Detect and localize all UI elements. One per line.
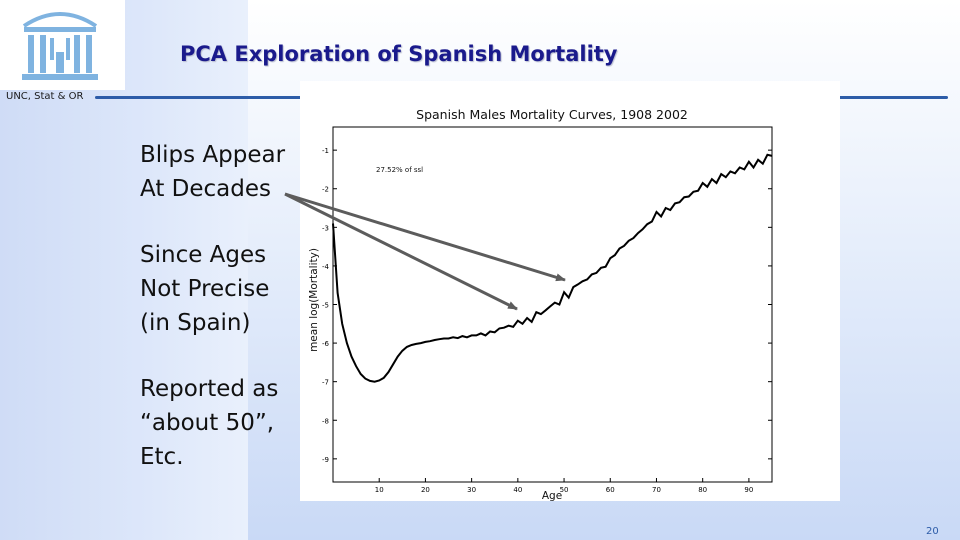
- left-panel: [0, 0, 248, 540]
- x-tick-label: 20: [421, 486, 430, 494]
- y-tick-label: -7: [322, 379, 329, 387]
- chart-panel: [300, 81, 840, 501]
- bullet-line: Blips Appear: [140, 142, 286, 168]
- mortality-curve: [332, 153, 773, 383]
- arrow-to-blip-50: [284, 192, 518, 311]
- y-tick-label: -5: [322, 302, 329, 310]
- x-tick-label: 80: [698, 486, 707, 494]
- bullet-line: Etc.: [140, 444, 184, 470]
- x-tick-label: 10: [375, 486, 384, 494]
- y-tick-label: -2: [322, 186, 329, 194]
- y-tick-label: -9: [322, 456, 329, 464]
- bullet-line: Reported as: [140, 376, 279, 402]
- y-tick-label: -1: [322, 147, 329, 155]
- x-tick-label: 90: [744, 486, 753, 494]
- bullet-ages: Since Ages Not Precise (in Spain): [140, 238, 269, 340]
- x-tick-label: 30: [467, 486, 476, 494]
- page-number: 20: [926, 526, 939, 537]
- x-axis-label: Age: [542, 490, 562, 502]
- bullet-line: (in Spain): [140, 310, 251, 336]
- bullet-line: Not Precise: [140, 276, 270, 302]
- affiliation-label: UNC, Stat & OR: [6, 91, 84, 102]
- bullet-line: “about 50”,: [140, 410, 275, 436]
- y-tick-label: -3: [322, 224, 329, 232]
- chart-annotation: 27.52% of ssl: [376, 166, 423, 174]
- page-title: PCA Exploration of Spanish Mortality: [180, 42, 618, 66]
- unc-old-well-logo: [22, 12, 98, 80]
- bullet-line: At Decades: [140, 176, 271, 202]
- y-axis-label: mean log(Mortality): [308, 248, 320, 352]
- y-tick-label: -8: [322, 417, 329, 425]
- x-tick-label: 40: [513, 486, 522, 494]
- logo-box: [0, 0, 125, 90]
- bullet-blips: Blips Appear At Decades: [140, 138, 285, 206]
- y-tick-label: -4: [322, 263, 330, 271]
- bullet-line: Since Ages: [140, 242, 267, 268]
- x-tick-label: 70: [652, 486, 661, 494]
- bullet-reported: Reported as “about 50”, Etc.: [140, 372, 278, 474]
- x-tick-label: 50: [560, 486, 569, 494]
- chart-title: Spanish Males Mortality Curves, 1908 200…: [416, 107, 688, 122]
- arrow-to-blip-60: [284, 192, 566, 282]
- y-tick-label: -6: [322, 340, 330, 348]
- x-tick-label: 60: [606, 486, 615, 494]
